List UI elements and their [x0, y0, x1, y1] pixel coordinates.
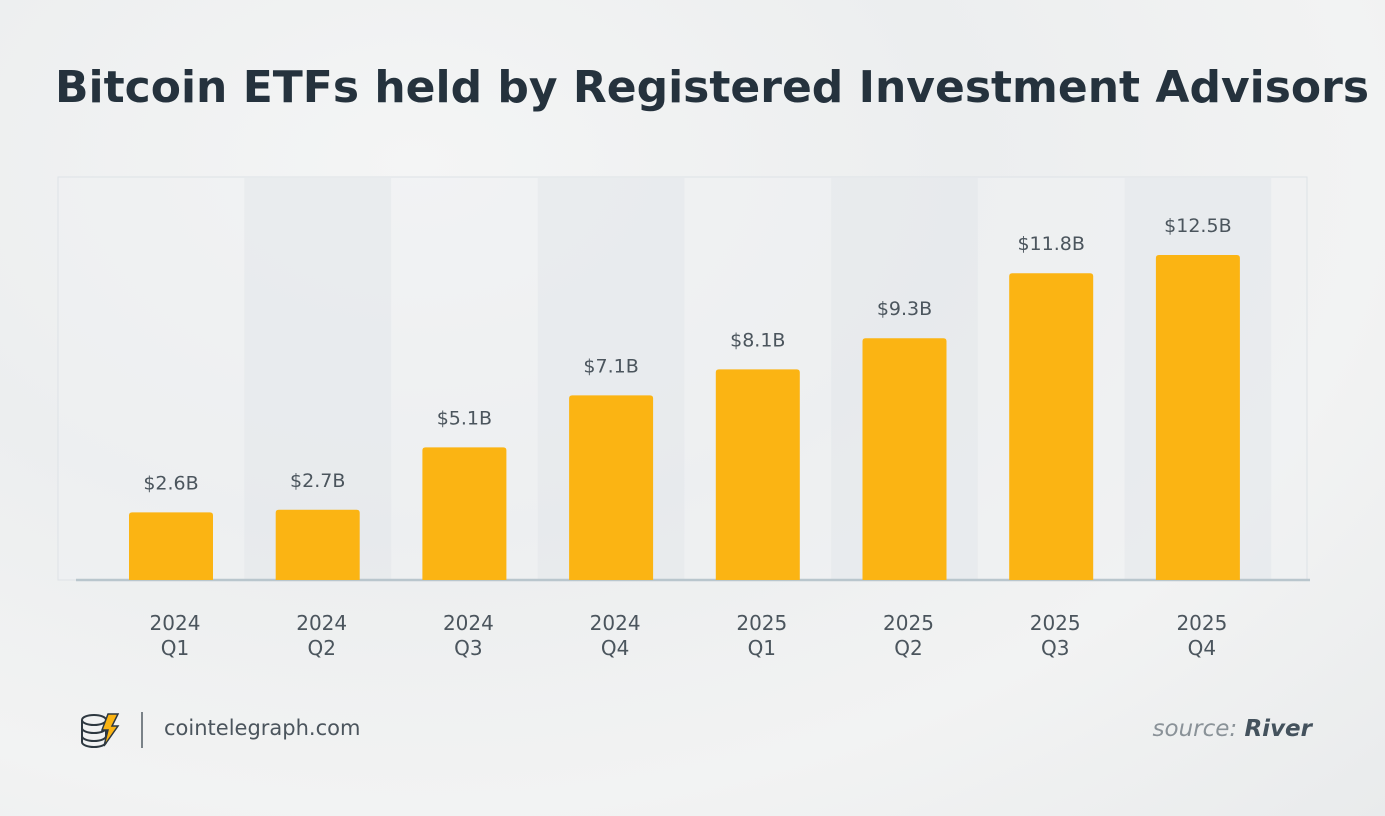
bar: [129, 512, 213, 580]
x-tick-label-year: 2025: [736, 611, 787, 635]
footer-divider: [141, 712, 143, 748]
bar-value-label: $11.8B: [1017, 233, 1084, 255]
bar: [862, 338, 947, 580]
x-tick-label-quarter: Q1: [748, 636, 776, 660]
bar-value-label: $2.7B: [290, 470, 345, 492]
x-tick-label-quarter: Q4: [1188, 636, 1216, 660]
x-tick-label-year: 2024: [296, 611, 347, 635]
x-tick-label-quarter: Q3: [454, 636, 482, 660]
footer-site-link[interactable]: cointelegraph.com: [164, 716, 361, 740]
x-tick-label-quarter: Q4: [601, 636, 629, 660]
x-tick-label-quarter: Q1: [161, 636, 189, 660]
bar-value-label: $12.5B: [1164, 215, 1231, 237]
bar: [422, 447, 507, 580]
x-tick-label-quarter: Q3: [1041, 636, 1069, 660]
bar-value-label: $9.3B: [877, 298, 932, 320]
x-tick-labels-group: 2024Q12024Q22024Q32024Q42025Q12025Q22025…: [150, 611, 1228, 660]
bars-group: [129, 255, 1240, 580]
x-tick-label-year: 2025: [1176, 611, 1227, 635]
x-tick-label-year: 2024: [150, 611, 201, 635]
bar-value-label: $2.6B: [143, 472, 198, 494]
bar: [715, 369, 800, 580]
bar-value-label: $7.1B: [583, 355, 638, 377]
plot-area: [57, 176, 1310, 582]
x-tick-label-year: 2024: [590, 611, 641, 635]
bar-value-label: $8.1B: [730, 329, 785, 351]
bar: [1155, 255, 1240, 580]
bar: [275, 509, 360, 580]
chart-title: Bitcoin ETFs held by Registered Investme…: [55, 62, 1370, 113]
footer-source: source: River: [1153, 716, 1312, 742]
source-name: River: [1244, 716, 1312, 742]
x-tick-label-year: 2025: [1030, 611, 1081, 635]
x-tick-label-year: 2024: [443, 611, 494, 635]
plot-panel: [57, 176, 1308, 581]
bar-value-label: $5.1B: [437, 407, 492, 429]
bar: [1009, 273, 1094, 580]
x-tick-label-quarter: Q2: [894, 636, 922, 660]
x-tick-label-quarter: Q2: [307, 636, 335, 660]
value-labels-group: $2.6B $2.7B $5.1B $7.1B $8.1B $9.3B $11.8B $12.…: [143, 215, 1231, 494]
source-label: source:: [1152, 716, 1238, 742]
bar: [569, 395, 654, 580]
cointelegraph-logo-icon: [81, 713, 120, 748]
x-tick-label-year: 2025: [883, 611, 934, 635]
